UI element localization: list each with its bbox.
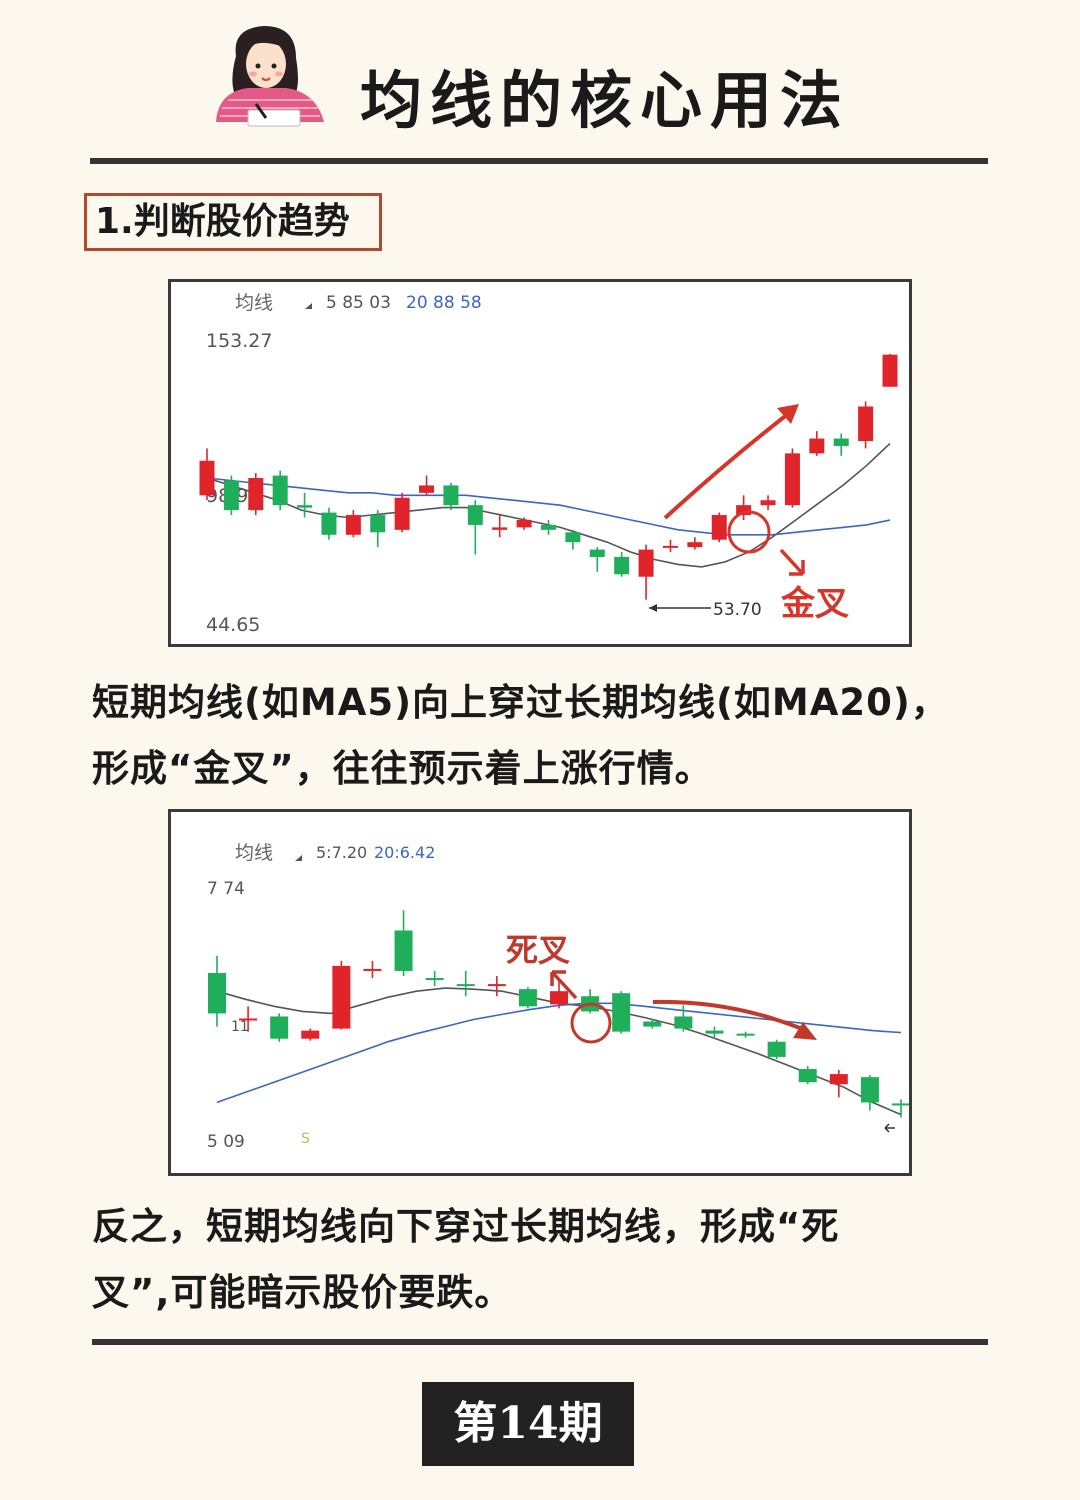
death-cross-chart: 均线 5:7.20 20:6.42 7 74 11 5 09 S 死叉	[168, 809, 912, 1176]
candle-body	[809, 438, 825, 454]
candle-body	[516, 519, 532, 528]
candle-body	[829, 1074, 848, 1085]
girl-writing-illustration	[216, 26, 324, 127]
chart1-uptrend-arrowhead-icon	[777, 404, 799, 424]
candle-body	[760, 500, 776, 506]
death-cross-label: 死叉	[506, 931, 570, 969]
candle-body	[860, 1077, 879, 1103]
chart2-downtrend-arrowhead-icon	[793, 1022, 817, 1040]
golden-cross-pointer-icon	[779, 548, 805, 576]
candle-body	[614, 556, 630, 575]
chart2-downtrend-arrow	[652, 999, 806, 1032]
candle-body	[833, 438, 849, 446]
chart2-legend-ma20: 20:6.42	[374, 843, 435, 862]
candle-body	[419, 485, 435, 493]
chart1-y-bottom-label: 44.65	[206, 614, 260, 636]
candle-body	[858, 406, 874, 442]
chart1-legend-ma20: 20 88 58	[406, 293, 482, 313]
candle-body	[443, 485, 459, 506]
candle-body	[208, 972, 226, 1014]
chart1-legend-label: 均线	[235, 292, 273, 314]
ma20-line	[206, 477, 891, 536]
candle-body	[767, 1041, 786, 1057]
candle-body	[223, 480, 239, 511]
candle-body	[612, 993, 631, 1032]
candle-body	[705, 1030, 724, 1034]
candle-body	[301, 1030, 320, 1039]
chart2-y-mid-label: 11	[231, 1019, 249, 1035]
death-cross-paragraph: 反之，短期均线向下穿过长期均线，形成“死 叉”,可能暗示股价要跌。	[92, 1194, 992, 1326]
golden-cross-chart-svg: 均线 5 85 03 20 88 58 153.27 98.9 44.65 53…	[199, 292, 898, 636]
candle-body	[674, 1016, 693, 1029]
candle-body	[248, 478, 264, 511]
golden-cross-paragraph: 短期均线(如MA5)向上穿过长期均线(如MA20)， 形成“金叉”，往往预示着上…	[92, 670, 992, 802]
issue-badge: 第14期	[422, 1382, 634, 1466]
chart2-legend-triangle-icon	[295, 855, 302, 861]
candle-body	[643, 1021, 662, 1027]
chart2-end-arrow-icon	[884, 1123, 895, 1133]
candle-body	[638, 549, 654, 577]
ma20-line	[216, 1002, 902, 1104]
death-cross-text-line2: 叉”,可能暗示股价要跌。	[92, 1271, 513, 1314]
candle-body	[565, 532, 581, 543]
golden-cross-text-line2: 形成“金叉”，往往预示着上涨行情。	[92, 747, 713, 790]
chart1-legend-triangle-icon	[305, 303, 312, 309]
candle-body	[199, 460, 215, 496]
candle-body	[541, 524, 556, 530]
golden-cross-circle	[727, 510, 771, 554]
candle-body	[270, 1016, 289, 1039]
death-cross-circle	[570, 1002, 612, 1044]
chart1-uptrend-arrow	[663, 408, 795, 520]
candle-body	[687, 542, 703, 548]
candle-body	[297, 505, 313, 508]
candle-body	[272, 475, 288, 506]
candle-body	[784, 453, 800, 506]
candle-body	[394, 497, 410, 530]
death-cross-pointer-icon	[550, 970, 578, 1000]
candle-body	[711, 515, 727, 540]
candle-body	[370, 515, 386, 533]
candle-body	[425, 978, 444, 981]
death-cross-chart-svg: 均线 5:7.20 20:6.42 7 74 11 5 09 S 死叉	[207, 842, 909, 1152]
candle-body	[467, 505, 483, 525]
candle-body	[882, 354, 898, 387]
candle-body	[798, 1069, 817, 1083]
candle-body	[239, 1018, 258, 1021]
candle-body	[736, 1033, 755, 1036]
chart1-legend-ma5: 5 85 03	[326, 293, 391, 313]
golden-cross-label: 金叉	[780, 584, 849, 624]
candle-body	[589, 549, 605, 557]
candle-body	[321, 512, 337, 535]
candle-body	[662, 545, 678, 548]
chart2-y-top-label: 7 74	[207, 879, 245, 899]
candle-body	[892, 1103, 909, 1106]
candle-body	[736, 505, 752, 516]
candle-body	[492, 527, 508, 530]
chart1-y-top-label: 153.27	[206, 330, 272, 352]
candle-body	[394, 930, 413, 971]
candle-body	[363, 968, 382, 971]
candle-body	[550, 991, 568, 1005]
golden-cross-text-line1: 短期均线(如MA5)向上穿过长期均线(如MA20)，	[92, 681, 949, 724]
chart1-plot-area	[199, 354, 898, 600]
chart1-low-arrow-icon	[649, 604, 657, 612]
candle-body	[518, 989, 537, 1007]
page-title: 均线的核心用法	[360, 64, 851, 137]
footer-divider	[92, 1339, 988, 1345]
death-cross-text-line1: 反之，短期均线向下穿过长期均线，形成“死	[92, 1205, 840, 1248]
candle-body	[456, 984, 475, 987]
chart2-legend-ma5: 5:7.20	[316, 843, 367, 862]
section-heading: 1.判断股价趋势	[84, 193, 382, 251]
candle-body	[332, 965, 351, 1029]
golden-cross-chart: 均线 5 85 03 20 88 58 153.27 98.9 44.65 53…	[168, 279, 912, 647]
candle-body	[487, 984, 506, 987]
header-divider	[90, 158, 988, 164]
chart2-y-bottom-label: 5 09	[207, 1132, 245, 1152]
chart2-s-marker: S	[301, 1131, 310, 1147]
candle-body	[345, 515, 361, 535]
chart2-legend-label: 均线	[235, 842, 273, 864]
chart1-low-label: 53.70	[713, 600, 762, 620]
